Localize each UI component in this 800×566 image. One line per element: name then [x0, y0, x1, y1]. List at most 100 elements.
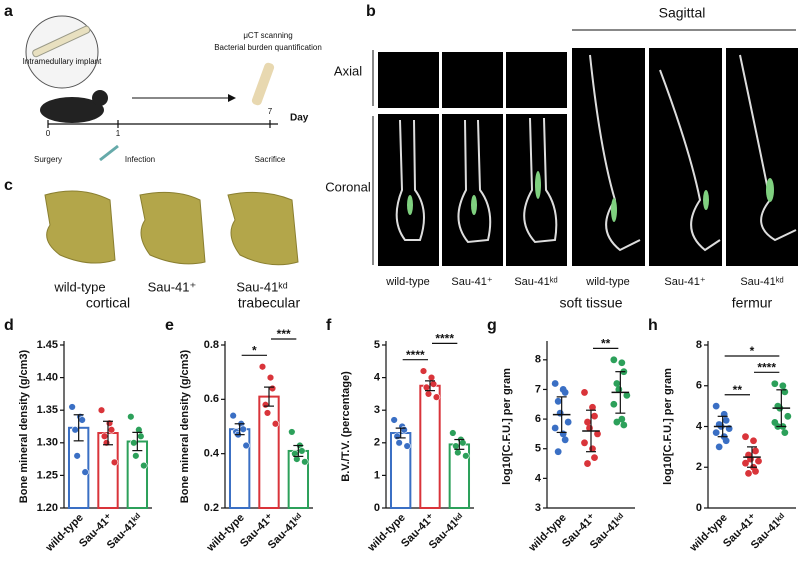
- significance-label: **: [601, 337, 611, 351]
- image-label: Sau-41⁺: [451, 276, 492, 288]
- data-point: [742, 433, 749, 441]
- data-point: [594, 430, 601, 438]
- section-label: Coronal: [325, 179, 371, 194]
- x-tick-label: wild-type: [526, 512, 569, 555]
- data-point: [97, 406, 106, 414]
- y-tick-label: 1: [374, 469, 380, 481]
- panel-letter: d: [4, 317, 14, 334]
- data-point: [745, 469, 752, 477]
- data-point: [132, 452, 140, 460]
- data-point: [722, 416, 730, 424]
- bar: [419, 384, 441, 509]
- y-tick-label: 5: [535, 443, 541, 455]
- y-tick-label: 1.25: [37, 469, 58, 481]
- image-label: Sau-41⁺: [664, 276, 705, 288]
- y-tick-label: 1.45: [37, 339, 58, 351]
- data-point: [779, 382, 787, 390]
- data-point: [429, 380, 438, 388]
- data-point: [427, 373, 436, 382]
- x-tick-label: wild-type: [365, 512, 408, 555]
- chart-title: soft tissue: [559, 295, 622, 311]
- data-point: [554, 448, 562, 456]
- ct-labels: wild-type Sau-41⁺ Sau-41ᵏᵈ wild-type Sau…: [385, 276, 783, 288]
- y-axis-label: Bone mineral density (g/cm3): [179, 349, 191, 503]
- data-point: [561, 389, 569, 396]
- y-tick-label: 1.20: [37, 502, 58, 514]
- implant: [703, 190, 709, 210]
- ct-image: [572, 48, 645, 266]
- y-tick-label: 0.6: [204, 393, 219, 405]
- data-point: [591, 412, 598, 420]
- data-point: [293, 455, 301, 463]
- data-point: [258, 363, 267, 371]
- y-axis-label: log10[C.F.U.] per gram: [662, 368, 674, 485]
- y-tick-label: 3: [535, 502, 541, 514]
- y-tick-label: 8: [535, 354, 541, 366]
- data-point: [68, 403, 76, 411]
- bone-icon: [32, 25, 91, 58]
- data-point: [127, 413, 135, 421]
- event-label: Sacrifice: [255, 155, 286, 164]
- data-point: [752, 467, 759, 475]
- y-tick-label: 7: [535, 383, 541, 395]
- data-point: [107, 426, 116, 434]
- ct-image: [442, 114, 503, 266]
- y-tick-label: 6: [696, 380, 702, 392]
- data-point: [454, 448, 462, 457]
- panel-letter: g: [487, 317, 497, 334]
- data-point: [261, 401, 270, 409]
- x-tick-label: wild-type: [43, 512, 86, 555]
- data-point: [618, 415, 626, 423]
- data-point: [589, 403, 596, 411]
- ct-image: [442, 52, 503, 108]
- y-tick-label: 2: [696, 461, 702, 473]
- bone-outline: [659, 69, 721, 252]
- data-point: [584, 418, 591, 426]
- data-point: [242, 441, 250, 450]
- bone-icon: [251, 62, 275, 106]
- data-point: [449, 429, 457, 437]
- renders: [44, 190, 299, 266]
- data-point: [229, 411, 237, 420]
- data-point: [584, 460, 591, 467]
- data-point: [395, 439, 403, 447]
- y-tick-label: 0: [374, 502, 380, 514]
- implants: [407, 171, 774, 222]
- ct-image: [506, 52, 567, 108]
- data-point: [298, 447, 306, 455]
- ct-image: [649, 48, 722, 266]
- timeline-unit: Day: [290, 113, 309, 124]
- data-point: [73, 452, 81, 460]
- data-point: [781, 429, 789, 437]
- image-label: Sau-41ᵏᵈ: [236, 279, 287, 294]
- ct-images: [378, 48, 798, 266]
- data-point: [561, 436, 569, 444]
- data-point: [390, 416, 398, 424]
- data-point: [551, 424, 559, 432]
- data-point: [81, 468, 89, 476]
- event-label: Surgery: [34, 155, 62, 164]
- syringe-icon: [99, 144, 119, 162]
- y-tick-label: 1.35: [37, 404, 58, 416]
- data-point: [559, 430, 567, 438]
- bone-outline: [523, 117, 558, 244]
- data-point: [591, 454, 598, 462]
- panel-letter: a: [4, 3, 13, 20]
- data-point: [263, 409, 272, 417]
- significance-label: ****: [757, 360, 776, 374]
- panel-letter: e: [165, 317, 174, 334]
- data-point: [613, 418, 621, 426]
- y-tick-label: 0.2: [204, 502, 219, 514]
- data-point: [452, 442, 460, 450]
- data-point: [400, 426, 408, 434]
- panel-letter: c: [4, 177, 13, 194]
- y-axis-label: log10[C.F.U.] per gram: [501, 368, 513, 485]
- render: [139, 191, 206, 265]
- mouse-icon: [40, 97, 104, 123]
- significance-label: ****: [406, 348, 425, 362]
- image-label: Sau-41ᵏᵈ: [514, 276, 557, 288]
- image-label: Sau-41ᵏᵈ: [740, 276, 783, 288]
- data-point: [712, 429, 720, 437]
- arrow-head: [228, 94, 236, 102]
- chart-title: fermur: [732, 295, 773, 311]
